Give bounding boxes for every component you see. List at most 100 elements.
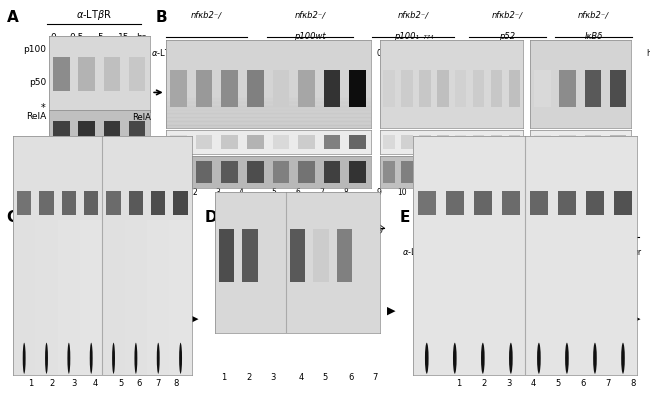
Text: 15: 15 bbox=[527, 248, 537, 257]
Bar bbox=[584, 161, 601, 183]
Bar bbox=[170, 70, 187, 107]
Text: E: E bbox=[400, 210, 410, 225]
Bar bbox=[166, 125, 370, 128]
Text: 18: 18 bbox=[578, 188, 588, 197]
Text: $\alpha$-LT$\beta$R: $\alpha$-LT$\beta$R bbox=[76, 8, 112, 22]
Bar bbox=[53, 166, 70, 189]
Bar bbox=[17, 191, 31, 215]
Bar bbox=[147, 220, 170, 375]
Text: .5: .5 bbox=[398, 49, 406, 58]
Text: nfκb2⁻∕: nfκb2⁻∕ bbox=[491, 10, 523, 19]
Bar bbox=[384, 161, 395, 183]
Text: TAF20: TAF20 bbox=[125, 153, 151, 162]
Bar bbox=[58, 220, 80, 375]
Text: 15: 15 bbox=[341, 49, 351, 58]
Text: $\alpha$-LT$\beta$R: $\alpha$-LT$\beta$R bbox=[151, 47, 183, 60]
Bar bbox=[350, 161, 366, 183]
Bar bbox=[534, 70, 551, 107]
Text: 3: 3 bbox=[506, 379, 511, 388]
Bar bbox=[242, 229, 257, 282]
Text: 5: 5 bbox=[98, 34, 103, 43]
Bar bbox=[446, 191, 464, 215]
Text: RelA: RelA bbox=[301, 215, 319, 235]
Bar bbox=[497, 227, 525, 375]
Text: 1: 1 bbox=[220, 373, 226, 382]
Bar bbox=[166, 98, 370, 102]
Text: 8: 8 bbox=[344, 188, 348, 197]
Bar bbox=[272, 161, 289, 183]
Circle shape bbox=[593, 343, 597, 374]
Text: p50: p50 bbox=[29, 78, 46, 87]
Circle shape bbox=[112, 343, 115, 374]
Circle shape bbox=[23, 343, 25, 374]
Bar bbox=[384, 70, 395, 107]
Bar bbox=[103, 57, 120, 91]
Text: 3: 3 bbox=[71, 379, 77, 388]
Circle shape bbox=[509, 343, 513, 374]
Bar bbox=[455, 161, 467, 183]
Bar bbox=[469, 227, 497, 375]
Bar bbox=[413, 227, 441, 375]
Text: hr: hr bbox=[183, 237, 192, 246]
Text: nfκb2⁻∕: nfκb2⁻∕ bbox=[191, 10, 222, 19]
Circle shape bbox=[453, 343, 456, 374]
Bar bbox=[129, 57, 145, 91]
Text: 7: 7 bbox=[320, 188, 324, 197]
Bar bbox=[508, 135, 520, 149]
Text: 2: 2 bbox=[246, 373, 252, 382]
Bar bbox=[196, 70, 213, 107]
Bar bbox=[272, 70, 289, 107]
Text: 15: 15 bbox=[535, 49, 545, 58]
Bar bbox=[437, 70, 448, 107]
Bar bbox=[491, 70, 502, 107]
Text: .5: .5 bbox=[48, 237, 56, 246]
Text: 15: 15 bbox=[621, 49, 631, 58]
Text: .5: .5 bbox=[192, 49, 199, 58]
Text: 17: 17 bbox=[556, 188, 566, 197]
Text: 1: 1 bbox=[51, 176, 56, 185]
Bar bbox=[166, 121, 370, 125]
Circle shape bbox=[481, 343, 485, 374]
Bar bbox=[584, 135, 601, 149]
Text: oligo: oligo bbox=[243, 224, 266, 234]
Circle shape bbox=[425, 343, 428, 374]
Bar bbox=[491, 161, 502, 183]
Bar bbox=[170, 161, 187, 183]
Text: $\blacktriangleright$: $\blacktriangleright$ bbox=[384, 304, 397, 317]
Text: p100wt: p100wt bbox=[294, 32, 326, 41]
Text: 6: 6 bbox=[136, 379, 142, 388]
Text: IκBδ: IκBδ bbox=[584, 32, 603, 41]
Text: 15: 15 bbox=[236, 49, 246, 58]
Bar bbox=[534, 161, 551, 183]
Bar bbox=[166, 109, 370, 113]
Text: p100KD: p100KD bbox=[568, 229, 602, 239]
Text: 8: 8 bbox=[630, 379, 636, 388]
Bar bbox=[455, 70, 467, 107]
Text: 0.5: 0.5 bbox=[471, 248, 483, 257]
Bar bbox=[166, 113, 370, 117]
Bar bbox=[196, 135, 213, 149]
Bar bbox=[62, 191, 76, 215]
Bar bbox=[401, 135, 413, 149]
Text: 0.5: 0.5 bbox=[70, 34, 84, 43]
Bar bbox=[502, 191, 520, 215]
Text: 0: 0 bbox=[170, 49, 175, 58]
Bar bbox=[419, 70, 431, 107]
Text: 5: 5 bbox=[272, 188, 276, 197]
Text: RelA: RelA bbox=[26, 111, 46, 121]
Bar bbox=[166, 106, 370, 109]
Text: B: B bbox=[156, 10, 168, 25]
Bar bbox=[324, 70, 341, 107]
Text: p100: p100 bbox=[23, 45, 46, 54]
Text: 3: 3 bbox=[216, 188, 220, 197]
Bar bbox=[586, 191, 604, 215]
Bar bbox=[79, 57, 95, 91]
Bar bbox=[491, 135, 502, 149]
Text: 5: 5 bbox=[602, 49, 607, 58]
Text: 5: 5 bbox=[118, 379, 124, 388]
Text: 6: 6 bbox=[348, 373, 354, 382]
Bar bbox=[298, 135, 315, 149]
Circle shape bbox=[68, 343, 70, 374]
Text: hr: hr bbox=[647, 49, 650, 58]
Bar bbox=[222, 70, 238, 107]
